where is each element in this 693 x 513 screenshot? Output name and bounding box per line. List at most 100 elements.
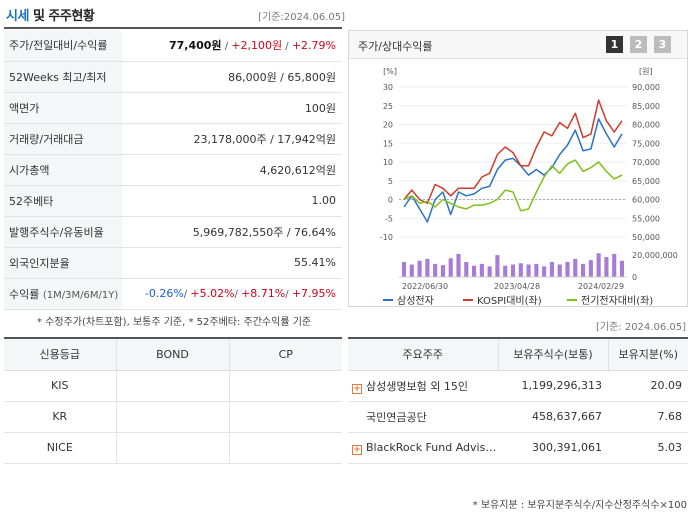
volume-bar (565, 262, 570, 277)
volume-bar (409, 264, 414, 277)
x-tick-label: 2022/06/30 (402, 282, 448, 291)
volume-bar (604, 257, 609, 277)
row-value: 4,620,612억원 (122, 154, 342, 186)
left-tick-label: -10 (380, 233, 393, 242)
holder-pct: 20.09 (608, 370, 688, 402)
return-6m: +8.71% (241, 287, 286, 300)
chart-tab-3[interactable]: 3 (654, 36, 671, 53)
footnote: * 보유지분 : 보유지분주식수/지수산정주식수×100 (472, 500, 687, 511)
row-label: 주가/전일대비/수익률 (4, 30, 122, 62)
table-row: 수익률 (1M/3M/6M/1Y) -0.26%/ +5.02%/ +8.71%… (4, 278, 342, 310)
table-row: 거래량/거래대금 23,178,000주 / 17,942억원 (4, 123, 342, 155)
agency: KIS (4, 370, 117, 402)
col-header: 주요주주 (348, 337, 499, 371)
left-tick-label: 0 (388, 196, 393, 205)
table-row: 외국인지분율 55.41% (4, 247, 342, 279)
cp-rating (229, 432, 342, 464)
right-tick-label: 75,000 (632, 139, 660, 148)
row-label: 발행주식수/유동비율 (4, 216, 122, 248)
volume-bar (495, 255, 500, 277)
holder-pct: 5.03 (608, 432, 688, 464)
return-3m: +5.02% (190, 287, 235, 300)
volume-bar (549, 262, 554, 277)
price-change: +2,100원 (231, 39, 283, 53)
agency: NICE (4, 432, 117, 464)
table-row: 액면가 100원 (4, 92, 342, 124)
col-header: 보유주식수(보통) (498, 337, 609, 371)
volume-bar (479, 263, 484, 277)
volume-bar (417, 260, 422, 277)
row-label: 거래량/거래대금 (4, 123, 122, 155)
base-date-2: [기준: 2024.06.05] (595, 322, 686, 333)
volume-bar (526, 264, 531, 277)
chart-panel-header: 주가/상대수익률 1 2 3 (349, 31, 687, 59)
base-date: [기준:2024.06.05] (258, 12, 345, 23)
row-value: 23,178,000주 / 17,942억원 (122, 123, 342, 155)
holder-name: 삼성생명보험 외 15인 (366, 379, 468, 393)
right-tick-label: 55,000 (632, 214, 660, 223)
credit-rating-table: 신용등급 BOND CP KIS KR NICE (4, 337, 342, 464)
table-row: 시가총액 4,620,612억원 (4, 154, 342, 186)
row-label: 시가총액 (4, 154, 122, 186)
volume-bar (588, 260, 593, 277)
series-line (403, 159, 623, 212)
volume-bar (401, 262, 407, 277)
chart-tab-2[interactable]: 2 (630, 36, 647, 53)
row-label: 52Weeks 최고/최저 (4, 61, 122, 93)
chart-tab-1[interactable]: 1 (606, 36, 623, 53)
volume-bar (456, 253, 461, 277)
holder-shares: 300,391,061 (498, 432, 608, 464)
table-row: KR (4, 401, 342, 433)
volume-bar (503, 265, 508, 277)
right-tick-label: 80,000 (632, 121, 660, 130)
left-tick-label: 20 (383, 121, 393, 130)
holder-pct: 7.68 (608, 401, 688, 433)
expand-icon[interactable]: + (352, 383, 362, 394)
table-row: 주가/전일대비/수익률 77,400원 / +2,100원 / +2.79% (4, 30, 342, 62)
table-row: + BlackRock Fund Advis… 300,391,061 5.03 (348, 432, 688, 464)
row-label: 수익률 (1M/3M/6M/1Y) (4, 278, 122, 310)
row-value: 5,969,782,550주 / 76.64% (122, 216, 342, 248)
table-header-row: 신용등급 BOND CP (4, 337, 342, 371)
cp-rating (229, 401, 342, 433)
holder-name-cell[interactable]: + 삼성생명보험 외 15인 (348, 370, 498, 402)
bond-rating (116, 401, 230, 433)
volume-tick-label: 0 (632, 273, 637, 282)
stock-chart: [%] [원] 30 90,000 25 85,000 20 80,000 15 75,000 10… (380, 67, 678, 306)
left-axis-unit: [%] (383, 67, 397, 76)
expand-icon[interactable]: + (352, 444, 362, 455)
table-row: 발행주식수/유동비율 5,969,782,550주 / 76.64% (4, 216, 342, 248)
volume-bar (425, 258, 430, 277)
returns-values: -0.26%/ +5.02%/ +8.71%/ +7.95% (122, 278, 342, 310)
row-value: 1.00 (122, 185, 342, 217)
quote-table: 주가/전일대비/수익률 77,400원 / +2,100원 / +2.79% 5… (4, 30, 342, 310)
section-title: 시세 및 주주현황 (6, 9, 95, 24)
volume-bar (557, 264, 562, 277)
notes: * 수정주가(차트포함), 보통주 기준, * 52주베타: 주간수익률 기준 (37, 317, 312, 328)
volume-bar (534, 263, 539, 277)
volume-bar (612, 253, 617, 277)
col-header: BOND (116, 337, 230, 371)
x-tick-label: 2023/04/28 (494, 282, 540, 291)
row-value: 100원 (122, 92, 342, 124)
right-tick-label: 70,000 (632, 158, 660, 167)
holder-name-cell: 국민연금공단 (348, 401, 498, 433)
holder-name-cell[interactable]: + BlackRock Fund Advis… (348, 432, 498, 464)
series-line (403, 99, 623, 205)
right-tick-label: 65,000 (632, 177, 660, 186)
right-tick-label: 50,000 (632, 233, 660, 242)
row-label: 액면가 (4, 92, 122, 124)
cp-rating (229, 370, 342, 402)
volume-bar (440, 265, 445, 277)
agency: KR (4, 401, 117, 433)
left-tick-label: 25 (383, 102, 393, 111)
right-tick-label: 90,000 (632, 83, 660, 92)
holder-shares: 458,637,667 (498, 401, 608, 433)
volume-bar (573, 258, 578, 277)
table-row: 국민연금공단 458,637,667 7.68 (348, 401, 688, 433)
col-header: 보유지분(%) (608, 337, 688, 371)
legend-label: 전기전자대비(좌) (581, 295, 653, 306)
table-row: KIS (4, 370, 342, 402)
bond-rating (116, 432, 230, 464)
left-tick-label: -5 (385, 214, 393, 223)
